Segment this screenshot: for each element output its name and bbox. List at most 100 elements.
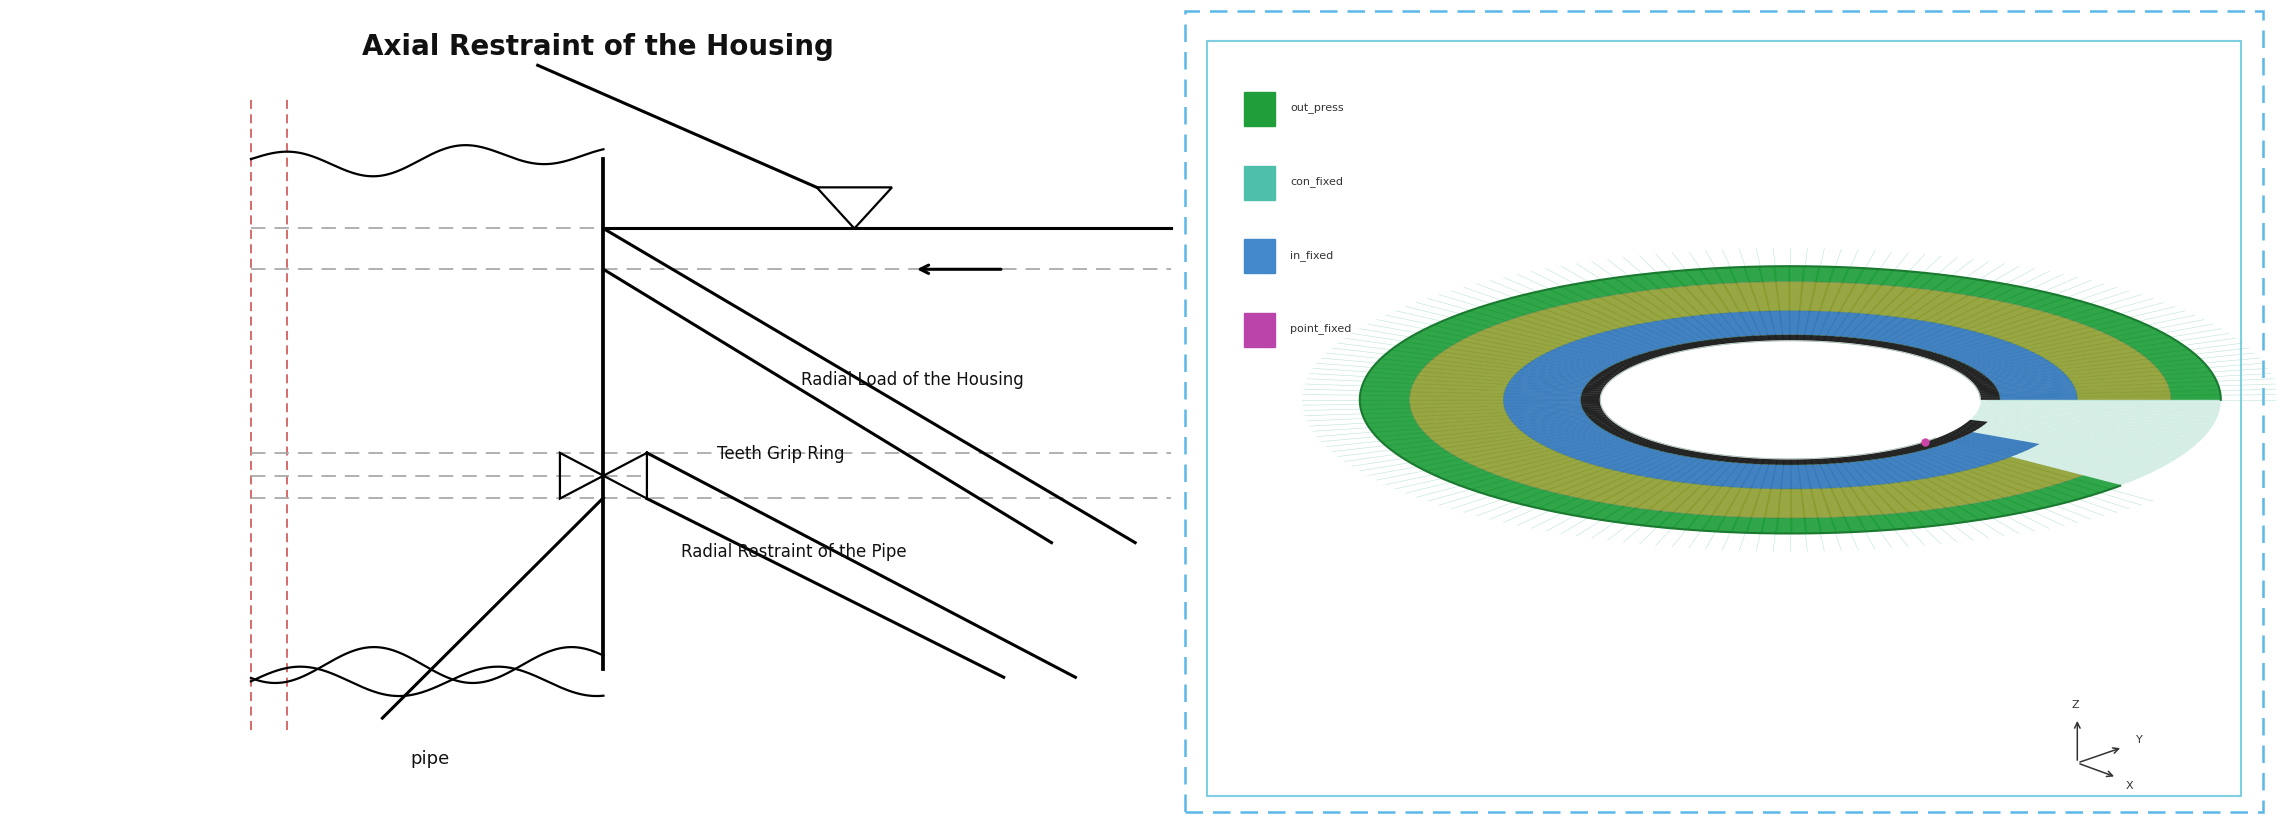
Polygon shape	[2071, 310, 2119, 324]
Polygon shape	[1504, 405, 1582, 410]
Polygon shape	[1814, 267, 1834, 282]
Polygon shape	[1646, 289, 1691, 317]
Polygon shape	[1960, 436, 2030, 452]
Polygon shape	[1586, 414, 1609, 418]
Polygon shape	[1591, 418, 1611, 423]
Polygon shape	[1570, 441, 1634, 459]
Polygon shape	[1839, 283, 1869, 313]
Polygon shape	[1557, 470, 1623, 496]
Polygon shape	[1718, 455, 1732, 462]
Polygon shape	[1527, 361, 1602, 374]
Polygon shape	[1379, 354, 1432, 364]
Polygon shape	[1971, 379, 1992, 384]
Polygon shape	[1885, 344, 1900, 350]
Polygon shape	[1511, 375, 1589, 384]
Polygon shape	[1730, 463, 1755, 488]
Polygon shape	[1639, 353, 1659, 359]
Polygon shape	[2076, 391, 2171, 397]
Polygon shape	[1564, 440, 1630, 458]
Polygon shape	[2001, 289, 2044, 304]
Polygon shape	[1655, 445, 1675, 451]
Polygon shape	[1955, 279, 1992, 295]
Polygon shape	[2001, 397, 2078, 400]
Polygon shape	[1964, 421, 2192, 452]
Polygon shape	[1834, 336, 1848, 344]
Polygon shape	[1734, 282, 1759, 312]
Polygon shape	[2073, 383, 2169, 391]
Polygon shape	[1595, 422, 1618, 427]
Polygon shape	[1621, 434, 1641, 440]
Polygon shape	[1907, 452, 1960, 474]
Polygon shape	[1948, 431, 1969, 437]
Polygon shape	[1609, 429, 1630, 435]
Polygon shape	[1916, 478, 1971, 506]
Polygon shape	[1907, 445, 1925, 451]
Polygon shape	[1969, 432, 2039, 447]
Polygon shape	[1928, 439, 1946, 445]
Polygon shape	[2162, 371, 2215, 379]
Polygon shape	[1716, 517, 1739, 532]
Polygon shape	[1448, 439, 1539, 456]
Polygon shape	[1584, 386, 1605, 390]
Polygon shape	[1609, 366, 1630, 370]
Polygon shape	[1523, 364, 1598, 375]
Text: in_fixed: in_fixed	[1290, 250, 1334, 261]
Polygon shape	[1925, 477, 1982, 504]
Polygon shape	[1582, 408, 1605, 411]
Text: Y: Y	[2137, 735, 2142, 745]
Polygon shape	[1896, 290, 1946, 318]
Polygon shape	[1848, 284, 1882, 313]
Polygon shape	[1791, 459, 1798, 465]
Polygon shape	[1992, 375, 2069, 384]
Polygon shape	[1489, 324, 1570, 345]
Polygon shape	[1536, 289, 1577, 304]
Polygon shape	[1978, 361, 2053, 374]
Polygon shape	[1370, 424, 1420, 432]
Polygon shape	[1545, 350, 1616, 366]
Polygon shape	[1459, 310, 1507, 324]
Polygon shape	[1582, 402, 1600, 405]
Polygon shape	[1930, 333, 1989, 353]
Polygon shape	[1500, 298, 1545, 313]
Polygon shape	[1391, 345, 1443, 356]
Polygon shape	[1992, 286, 2030, 302]
Polygon shape	[1395, 341, 1448, 353]
Polygon shape	[1409, 403, 1504, 409]
Polygon shape	[1941, 434, 2142, 480]
Polygon shape	[1698, 268, 1725, 284]
Text: Teeth Grip Ring: Teeth Grip Ring	[717, 445, 844, 463]
Polygon shape	[1925, 354, 1946, 361]
Polygon shape	[2149, 353, 2199, 363]
Polygon shape	[1825, 312, 1850, 336]
Polygon shape	[1482, 327, 1564, 348]
Polygon shape	[1930, 356, 1951, 362]
Polygon shape	[2023, 294, 2067, 309]
Polygon shape	[1416, 415, 1509, 425]
Polygon shape	[1409, 400, 1504, 405]
Polygon shape	[1712, 487, 1741, 517]
Polygon shape	[1948, 363, 1969, 369]
Polygon shape	[1957, 369, 1978, 374]
Polygon shape	[1898, 481, 1946, 509]
Polygon shape	[1666, 346, 1684, 353]
Polygon shape	[1994, 378, 2071, 386]
Polygon shape	[1775, 335, 1784, 341]
Polygon shape	[1976, 410, 2215, 428]
Polygon shape	[2105, 325, 2155, 337]
Polygon shape	[1976, 466, 2046, 490]
Polygon shape	[1989, 314, 2064, 338]
Polygon shape	[1798, 282, 1816, 311]
Polygon shape	[1593, 375, 1614, 380]
Polygon shape	[1791, 518, 1807, 534]
Polygon shape	[2055, 481, 2101, 496]
Polygon shape	[1869, 317, 1907, 340]
Polygon shape	[1616, 432, 1636, 438]
Polygon shape	[1511, 415, 1589, 425]
Polygon shape	[2062, 363, 2155, 375]
Polygon shape	[1839, 313, 1869, 337]
Polygon shape	[1907, 326, 1960, 347]
Polygon shape	[1705, 454, 1721, 460]
Polygon shape	[1875, 459, 1916, 481]
Polygon shape	[1962, 424, 1982, 428]
Polygon shape	[1507, 409, 1584, 416]
